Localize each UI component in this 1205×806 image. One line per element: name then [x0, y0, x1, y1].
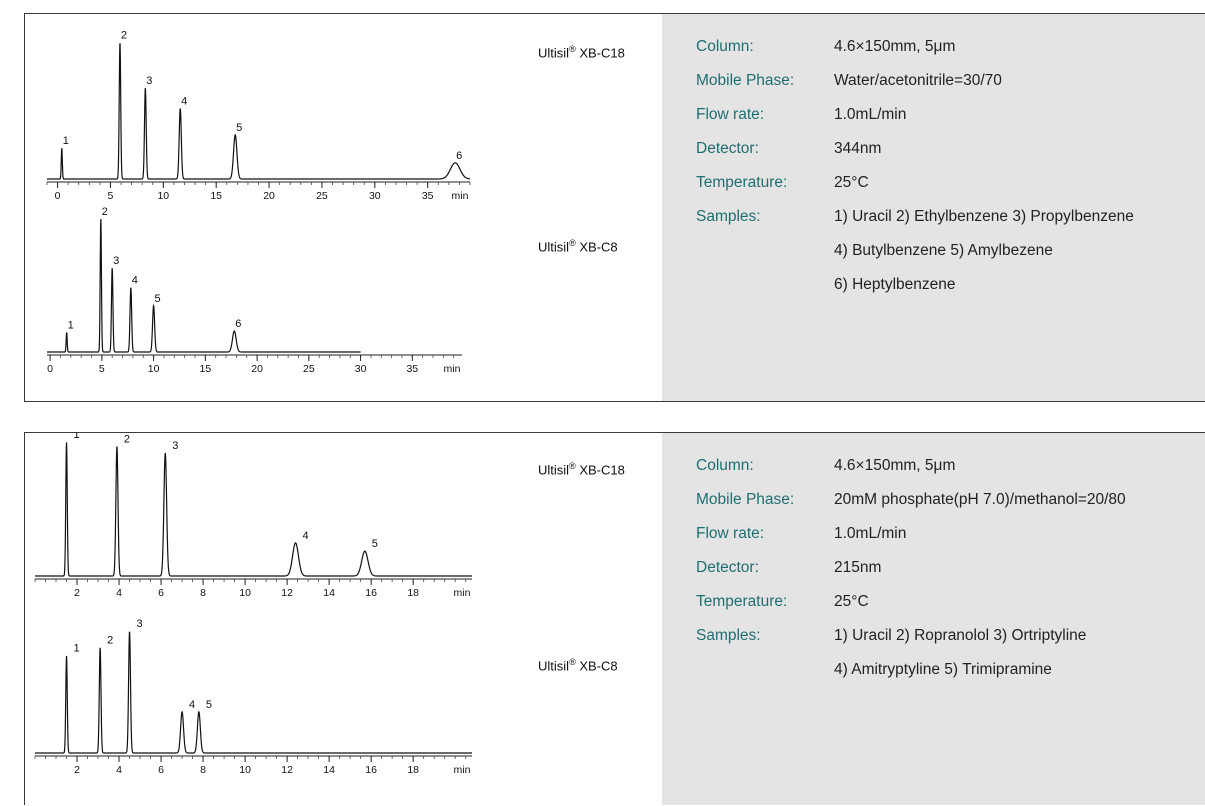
x-tick-label: 14: [323, 764, 335, 776]
x-tick-label: 4: [116, 764, 122, 776]
conditions-panel: Column: 4.6×150mm, 5μm Mobile Phase: Water…: [662, 14, 1205, 401]
column-label-c8: Ultisil® XB-C8: [538, 238, 618, 255]
condition-samples: Samples: 1) Uracil 2) Ropranolol 3) Ortri…: [696, 627, 1087, 644]
condition-column: Column: 4.6×150mm, 5μm: [696, 457, 956, 474]
peak-label-4: 4: [181, 95, 187, 107]
x-tick-label: 18: [407, 764, 419, 776]
x-tick-label: 35: [422, 190, 434, 202]
x-axis-unit: min: [444, 363, 461, 375]
x-tick-label: 15: [199, 363, 211, 375]
chromatogram-1: 0 5 10 15 20 25 30 35 min 1 2 3 4 5 6: [47, 206, 462, 375]
samples-continued-2: 6) Heptylbenzene: [834, 276, 956, 293]
conditions-panel: Column: 4.6×150mm, 5μm Mobile Phase: 20mM …: [662, 433, 1205, 805]
x-tick-label: 10: [239, 764, 251, 776]
x-tick-label: 16: [365, 764, 377, 776]
column-label-c8: Ultisil® XB-C8: [538, 657, 618, 674]
x-tick-label: 4: [116, 587, 122, 599]
peak-label-2: 2: [102, 206, 108, 218]
condition-column: Column: 4.6×150mm, 5μm: [696, 38, 956, 55]
peak-label-1: 1: [63, 135, 69, 147]
condition-mobile-phase: Mobile Phase: 20mM phosphate(pH 7.0)/meth…: [696, 491, 1126, 508]
peak-label-2: 2: [121, 29, 127, 41]
peak-label-5: 5: [155, 293, 161, 305]
x-tick-label: 12: [281, 764, 293, 776]
x-tick-label: 6: [158, 764, 164, 776]
x-tick-label: 8: [200, 587, 206, 599]
chromatogram-trace: [35, 631, 472, 754]
x-tick-label: 10: [157, 190, 169, 202]
panel-top: 0 5 10 15 20 25 30 35 min 1 2 3 4 5 6 0 5 10 15 20 25 30 35 min…: [24, 13, 1205, 402]
peak-label-4: 4: [132, 275, 138, 287]
peak-label-5: 5: [236, 122, 242, 134]
x-tick-label: 2: [74, 764, 80, 776]
peak-label-1: 1: [68, 319, 74, 331]
x-tick-label: 35: [406, 363, 418, 375]
x-tick-label: 8: [200, 764, 206, 776]
peak-label-5: 5: [372, 538, 378, 550]
x-tick-label: 20: [263, 190, 275, 202]
panel-bottom: 2 4 6 8 10 12 14 16 18 min 1 2 3 4 5 2 4 6 8 10 12 14 16 18 min 1…: [24, 432, 1205, 805]
chromatogram-trace: [47, 219, 361, 353]
samples-continued-1: 4) Amitryptyline 5) Trimipramine: [834, 661, 1052, 678]
peak-label-3: 3: [172, 440, 178, 452]
x-tick-label: 14: [323, 587, 335, 599]
x-tick-label: 5: [99, 363, 105, 375]
x-tick-label: 10: [148, 363, 160, 375]
peak-label-1: 1: [73, 433, 79, 441]
condition-mobile-phase: Mobile Phase: Water/acetonitrile=30/70: [696, 72, 1002, 89]
x-tick-label: 6: [158, 587, 164, 599]
condition-temperature: Temperature: 25°C: [696, 593, 869, 610]
x-tick-label: 2: [74, 587, 80, 599]
chromatogram-trace: [47, 43, 471, 180]
condition-flow-rate: Flow rate: 1.0mL/min: [696, 106, 907, 123]
peak-label-4: 4: [302, 530, 308, 542]
x-tick-label: 20: [251, 363, 263, 375]
peak-label-2: 2: [124, 433, 130, 445]
samples-continued-1: 4) Butylbenzene 5) Amylbezene: [834, 242, 1053, 259]
x-tick-label: 5: [108, 190, 114, 202]
chromatogram-trace: [35, 442, 472, 577]
x-tick-label: 15: [210, 190, 222, 202]
peak-label-3: 3: [146, 75, 152, 87]
x-tick-label: 16: [365, 587, 377, 599]
peak-label-3: 3: [113, 255, 119, 267]
peak-label-3: 3: [136, 618, 142, 630]
x-tick-label: 10: [239, 587, 251, 599]
x-tick-label: 0: [55, 190, 61, 202]
chromatogram-0: 0 5 10 15 20 25 30 35 min 1 2 3 4 5 6: [46, 29, 471, 202]
peak-label-5: 5: [206, 699, 212, 711]
peak-label-6: 6: [235, 318, 241, 330]
x-tick-label: 12: [281, 587, 293, 599]
peak-label-4: 4: [189, 699, 195, 711]
condition-samples: Samples: 1) Uracil 2) Ethylbenzene 3) Pro…: [696, 208, 1134, 225]
column-label-c18: Ultisil® XB-C18: [538, 44, 625, 61]
x-tick-label: 25: [303, 363, 315, 375]
x-tick-label: 30: [355, 363, 367, 375]
peak-label-6: 6: [456, 150, 462, 162]
x-tick-label: 0: [47, 363, 53, 375]
x-axis-unit: min: [452, 190, 469, 202]
condition-detector: Detector: 215nm: [696, 559, 882, 576]
x-tick-label: 18: [407, 587, 419, 599]
peak-label-2: 2: [107, 635, 113, 647]
column-label-c18: Ultisil® XB-C18: [538, 461, 625, 478]
x-axis-unit: min: [454, 587, 471, 599]
condition-detector: Detector: 344nm: [696, 140, 882, 157]
x-tick-label: 25: [316, 190, 328, 202]
condition-flow-rate: Flow rate: 1.0mL/min: [696, 525, 907, 542]
condition-temperature: Temperature: 25°C: [696, 174, 869, 191]
x-axis-unit: min: [454, 764, 471, 776]
x-tick-label: 30: [369, 190, 381, 202]
peak-label-1: 1: [73, 643, 79, 655]
